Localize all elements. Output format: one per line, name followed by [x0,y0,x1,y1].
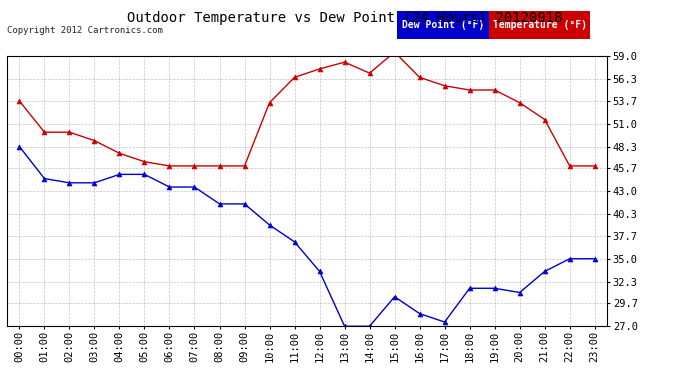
Text: Outdoor Temperature vs Dew Point (24 Hours) 20120918: Outdoor Temperature vs Dew Point (24 Hou… [127,11,563,25]
Text: Copyright 2012 Cartronics.com: Copyright 2012 Cartronics.com [7,26,163,35]
Text: Temperature (°F): Temperature (°F) [493,20,586,30]
Bar [489,11,590,39]
Bar [397,11,489,39]
Text: Dew Point (°F): Dew Point (°F) [402,20,484,30]
